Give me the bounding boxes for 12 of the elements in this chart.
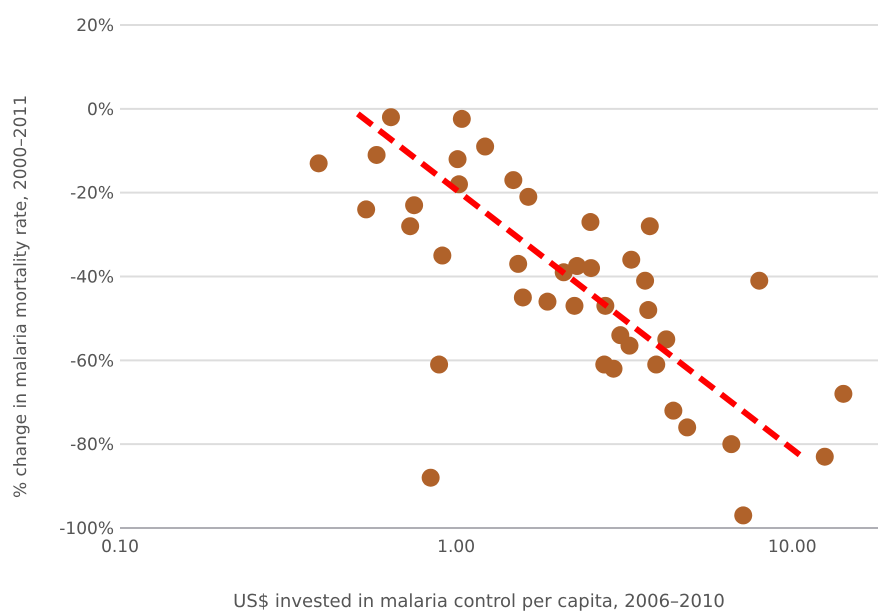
x-axis-title: US$ invested in malaria control per capita, 2006–2010 [233, 591, 725, 611]
y-tick-label: -60% [70, 351, 114, 372]
y-tick-label: -100% [59, 518, 114, 539]
y-tick-label: 20% [76, 16, 114, 36]
y-tick-label: 0% [87, 100, 114, 120]
x-tick-label: 0.10 [101, 537, 139, 557]
y-tick-label: -20% [70, 184, 114, 204]
x-tick-label: 10.00 [768, 537, 817, 557]
y-axis-title: % change in malaria mortality rate, 2000–2011 [11, 94, 31, 498]
y-tick-label: -40% [70, 267, 114, 288]
y-tick-label: -80% [70, 435, 114, 456]
x-tick-label: 1.00 [437, 537, 476, 557]
